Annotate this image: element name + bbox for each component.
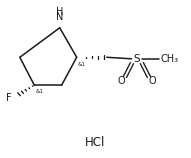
Text: S: S bbox=[134, 54, 140, 64]
Text: F: F bbox=[6, 93, 12, 103]
Text: N: N bbox=[56, 12, 63, 22]
Text: O: O bbox=[148, 76, 156, 86]
Text: &1: &1 bbox=[78, 62, 86, 67]
Text: O: O bbox=[117, 76, 125, 86]
Text: H: H bbox=[56, 7, 63, 17]
Text: &1: &1 bbox=[35, 89, 43, 94]
Text: CH₃: CH₃ bbox=[160, 54, 179, 64]
Text: HCl: HCl bbox=[85, 136, 106, 149]
